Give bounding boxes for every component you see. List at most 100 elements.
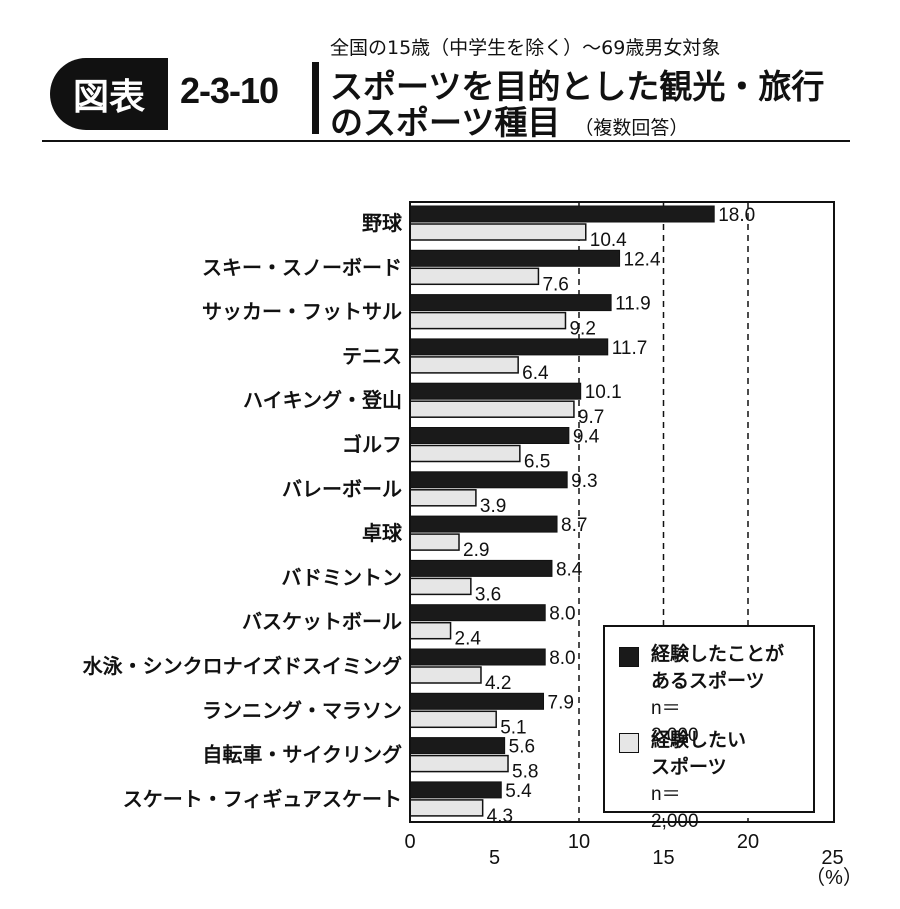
legend-swatch-want	[619, 733, 639, 753]
category-label: バレーボール	[282, 477, 402, 501]
bar-experienced	[409, 427, 570, 444]
bar-want	[409, 533, 460, 551]
chart-title-line2-text: のスポーツ種目	[330, 103, 561, 142]
bar-experienced	[409, 515, 558, 533]
bar-experienced	[409, 781, 502, 799]
title-divider	[312, 62, 319, 134]
value-label-experienced: 8.0	[549, 648, 575, 669]
category-label: サッカー・フットサル	[202, 300, 402, 324]
category-label: 卓球	[362, 521, 403, 545]
category-label: ハイキング・登山	[243, 388, 402, 412]
x-tick-label: 25	[821, 847, 843, 869]
value-label-want: 4.2	[485, 673, 511, 694]
value-label-experienced: 9.3	[571, 471, 597, 492]
value-label-experienced: 5.6	[509, 737, 535, 758]
bar-want	[409, 577, 472, 596]
bar-want	[409, 267, 540, 286]
value-label-want: 2.9	[463, 540, 489, 561]
x-tick-label: 10	[568, 831, 590, 853]
value-label-want: 6.4	[522, 363, 549, 384]
category-label: 野球	[362, 211, 403, 235]
value-label-want: 7.6	[542, 274, 568, 295]
value-label-want: 3.9	[480, 496, 506, 517]
value-label-want: 3.6	[475, 584, 501, 605]
x-tick-label: 0	[404, 831, 415, 853]
value-label-experienced: 9.4	[573, 427, 600, 448]
legend-label-want: 経験したい	[651, 729, 747, 751]
category-label: バスケットボール	[242, 610, 402, 634]
value-label-want: 6.5	[524, 452, 550, 473]
bar-experienced	[409, 205, 715, 223]
category-label: 自転車・サイクリング	[202, 743, 402, 767]
legend-label-experienced-2: あるスポーツ	[651, 670, 765, 692]
value-label-want: 9.7	[578, 407, 604, 428]
value-label-experienced: 5.4	[505, 781, 532, 802]
bar-want	[409, 223, 587, 241]
bar-experienced	[409, 604, 546, 622]
bar-experienced	[409, 737, 506, 755]
legend-label-experienced: 経験したことが	[651, 643, 785, 665]
value-label-want: 9.2	[569, 319, 595, 340]
value-label-want: 5.1	[500, 717, 526, 738]
value-label-experienced: 7.9	[548, 692, 574, 713]
category-label: ランニング・マラソン	[202, 698, 402, 722]
bar-want	[409, 710, 497, 729]
bar-experienced	[409, 382, 582, 400]
bar-experienced	[409, 559, 553, 577]
x-tick-label: 20	[737, 831, 759, 853]
bar-experienced	[409, 249, 621, 267]
legend-n-experienced: n＝2,000	[651, 698, 699, 746]
category-label: スケート・フィギュアスケート	[123, 787, 402, 811]
bar-experienced	[409, 294, 612, 312]
chart-subtitle: 全国の15歳（中学生を除く）～69歳男女対象	[330, 37, 721, 59]
chart-title-line2: のスポーツ種目 （複数回答）	[330, 96, 688, 144]
value-label-experienced: 11.7	[612, 338, 648, 359]
category-label: 水泳・シンクロナイズドスイミング	[83, 654, 402, 678]
value-label-experienced: 12.4	[624, 249, 661, 270]
bar-experienced	[409, 471, 568, 489]
category-label: スキー・スノーボード	[202, 255, 402, 279]
value-label-experienced: 8.4	[556, 559, 583, 580]
chart-category-labels: 野球スキー・スノーボードサッカー・フットサルテニスハイキング・登山ゴルフバレーボ…	[83, 211, 403, 811]
value-label-experienced: 8.7	[561, 515, 587, 536]
bar-want	[409, 356, 519, 374]
bar-want	[409, 621, 452, 640]
category-label: テニス	[342, 344, 402, 368]
chart-value-labels: 18.0 10.412.4 7.6 11.9 9.2 11.7 6.4 10.1 9.79.4 6…	[455, 205, 756, 827]
figure-number: 2-3-10	[180, 70, 279, 111]
chart-title-note: （複数回答）	[574, 117, 689, 139]
bar-want	[409, 666, 482, 684]
value-label-experienced: 11.9	[615, 294, 651, 315]
legend-swatch-experienced	[619, 647, 639, 667]
bar-want	[409, 489, 477, 507]
value-label-want: 4.3	[487, 806, 513, 827]
bar-experienced	[409, 648, 546, 666]
figure-badge: 図表	[50, 58, 168, 130]
bar-want	[409, 400, 575, 418]
x-tick-label: 5	[489, 847, 500, 869]
value-label-experienced: 18.0	[718, 205, 755, 226]
value-label-experienced: 8.0	[549, 604, 575, 625]
category-label: バドミントン	[281, 565, 402, 589]
category-label: ゴルフ	[342, 433, 402, 457]
legend-label-want-2: スポーツ	[651, 756, 727, 778]
value-label-want: 5.8	[512, 762, 538, 783]
value-label-experienced: 10.1	[585, 382, 622, 403]
bar-experienced	[409, 338, 609, 356]
bar-want	[409, 754, 509, 773]
bar-want	[409, 311, 567, 330]
bar-experienced	[409, 692, 545, 710]
header-rule	[42, 140, 850, 142]
value-label-want: 10.4	[590, 230, 627, 251]
chart-x-axis: 0 5 10 15 20 25	[404, 831, 843, 869]
x-axis-unit: （%）	[805, 866, 863, 889]
chart-legend: 経験したことが あるスポーツ n＝2,000 経験したい スポーツ n＝2,00…	[603, 625, 815, 832]
figure-header: 図表 2-3-10 全国の15歳（中学生を除く）～69歳男女対象 スポーツを目的…	[0, 0, 900, 160]
bar-want	[409, 799, 484, 817]
x-tick-label: 15	[652, 847, 674, 869]
bar-want	[409, 444, 521, 463]
chart-title-line1: スポーツを目的とした観光・旅行	[330, 67, 825, 106]
legend-n-want: n＝2,000	[651, 784, 699, 832]
plot-frame	[409, 201, 835, 823]
